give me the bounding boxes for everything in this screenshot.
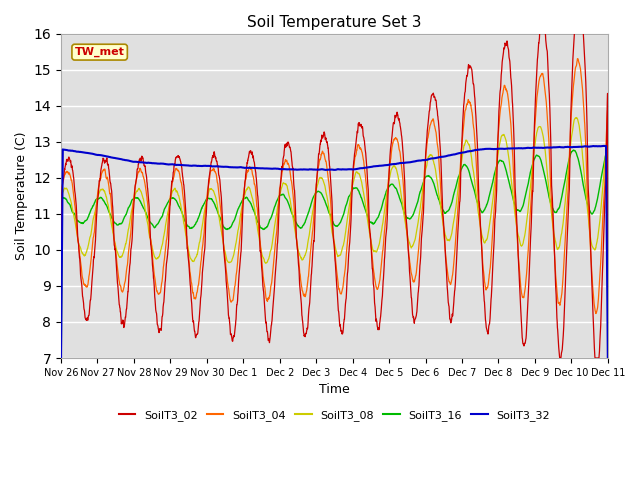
SoilT3_08 (362, 205, 370, 211)
Title: Soil Temperature Set 3: Soil Temperature Set 3 (247, 15, 422, 30)
SoilT3_16 (350, 185, 358, 191)
Line: SoilT3_04: SoilT3_04 (61, 59, 608, 358)
Text: TW_met: TW_met (75, 47, 125, 57)
Line: SoilT3_02: SoilT3_02 (61, 16, 608, 358)
SoilT3_08 (556, 243, 563, 249)
SoilT3_32 (362, 165, 370, 170)
SoilT3_02 (556, 355, 564, 361)
SoilT3_32 (350, 167, 358, 172)
SoilT3_04 (573, 56, 581, 61)
SoilT3_02 (57, 335, 65, 341)
SoilT3_04 (210, 166, 218, 171)
SoilT3_32 (604, 355, 612, 361)
SoilT3_16 (571, 148, 579, 154)
SoilT3_16 (362, 209, 370, 215)
SoilT3_08 (493, 159, 501, 165)
SoilT3_04 (57, 355, 65, 361)
X-axis label: Time: Time (319, 383, 350, 396)
SoilT3_16 (570, 147, 577, 153)
SoilT3_16 (493, 162, 501, 168)
Line: SoilT3_16: SoilT3_16 (61, 150, 608, 358)
SoilT3_08 (573, 115, 580, 120)
SoilT3_16 (57, 355, 65, 361)
SoilT3_32 (600, 143, 608, 149)
Line: SoilT3_32: SoilT3_32 (61, 146, 608, 358)
SoilT3_02 (556, 353, 563, 359)
SoilT3_02 (362, 154, 370, 159)
SoilT3_04 (556, 301, 563, 307)
SoilT3_02 (572, 13, 580, 19)
Legend: SoilT3_02, SoilT3_04, SoilT3_08, SoilT3_16, SoilT3_32: SoilT3_02, SoilT3_04, SoilT3_08, SoilT3_… (115, 406, 554, 425)
SoilT3_02 (493, 162, 501, 168)
SoilT3_08 (210, 188, 218, 194)
SoilT3_16 (604, 319, 612, 324)
SoilT3_32 (571, 144, 579, 150)
Line: SoilT3_08: SoilT3_08 (61, 118, 608, 358)
SoilT3_04 (493, 150, 501, 156)
SoilT3_32 (493, 146, 501, 152)
SoilT3_32 (57, 355, 65, 361)
SoilT3_16 (210, 199, 218, 205)
SoilT3_04 (604, 231, 612, 237)
SoilT3_32 (210, 164, 218, 169)
SoilT3_04 (362, 179, 370, 185)
SoilT3_02 (210, 154, 218, 160)
SoilT3_04 (571, 71, 579, 77)
SoilT3_02 (604, 261, 612, 266)
SoilT3_08 (350, 176, 358, 182)
SoilT3_08 (571, 116, 579, 122)
Y-axis label: Soil Temperature (C): Soil Temperature (C) (15, 132, 28, 260)
SoilT3_16 (556, 204, 563, 210)
SoilT3_08 (57, 355, 65, 361)
SoilT3_04 (350, 161, 358, 167)
SoilT3_02 (350, 157, 358, 163)
SoilT3_08 (604, 290, 612, 296)
SoilT3_02 (571, 24, 579, 30)
SoilT3_32 (556, 144, 563, 150)
